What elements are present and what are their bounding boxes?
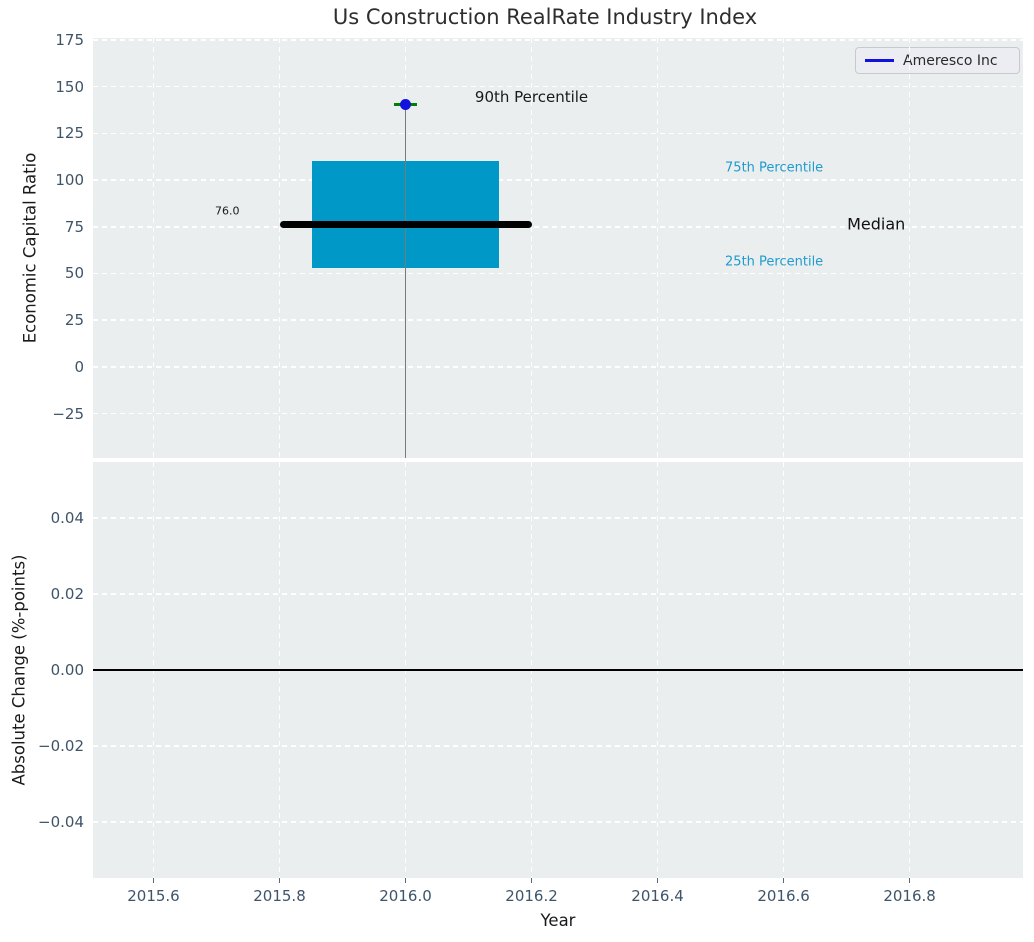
y-tick-label: −0.02 (38, 737, 84, 756)
gridline-horizontal (93, 85, 1023, 88)
boxplot-median-line (279, 221, 532, 229)
gridline-horizontal (93, 745, 1023, 747)
annotation-p25-label: 25th Percentile (725, 254, 824, 270)
top-plot-area (93, 38, 1023, 458)
gridline-horizontal (93, 226, 1023, 228)
gridline-horizontal (93, 366, 1023, 368)
x-tick-mark (530, 878, 533, 883)
gridline-horizontal (93, 319, 1023, 321)
annotation-p75-label: 75th Percentile (725, 160, 824, 176)
gridline-horizontal (93, 272, 1023, 275)
gridline-horizontal (93, 593, 1023, 595)
y-axis-label-bottom: Absolute Change (%-points) (9, 554, 29, 786)
y-tick-label: 175 (55, 31, 84, 50)
gridline-vertical (908, 38, 911, 458)
gridline-horizontal (93, 412, 1023, 415)
gridline-vertical (782, 38, 785, 458)
y-tick-label: 75 (64, 217, 84, 236)
boxplot-whisker (404, 104, 407, 458)
x-tick-label: 2016.4 (631, 887, 684, 905)
gridline-vertical (278, 38, 281, 458)
x-tick-mark (656, 878, 659, 883)
gridline-vertical (152, 38, 155, 458)
x-tick-label: 2016.0 (379, 887, 432, 905)
x-tick-label: 2016.6 (757, 887, 810, 905)
gridline-horizontal (93, 517, 1023, 519)
y-tick-label: 0.00 (50, 661, 84, 679)
y-tick-label: 0.04 (50, 508, 84, 527)
legend-line-icon (865, 59, 894, 62)
x-tick-mark (278, 878, 281, 883)
x-tick-label: 2016.8 (883, 887, 936, 905)
gridline-vertical (656, 38, 659, 458)
x-tick-label: 2015.8 (253, 887, 306, 905)
y-tick-label: 25 (64, 311, 84, 330)
gridline-horizontal (93, 179, 1023, 181)
annotation-median-value: 76.0 (214, 204, 240, 218)
x-axis-label: Year (540, 911, 576, 930)
x-tick-label: 2016.2 (505, 887, 558, 905)
x-tick-mark (152, 878, 155, 883)
boxplot-p90-marker (400, 98, 412, 110)
x-tick-mark (782, 878, 785, 883)
y-axis-label-top: Economic Capital Ratio (20, 152, 40, 344)
zero-line (93, 669, 1023, 671)
y-tick-label: 0 (74, 357, 84, 376)
y-tick-label: 50 (64, 264, 84, 283)
x-tick-mark (908, 878, 911, 883)
gridline-vertical (530, 38, 533, 458)
y-tick-label: 0.02 (50, 584, 84, 603)
y-tick-label: 100 (55, 171, 84, 190)
legend-label: Ameresco Inc (903, 52, 998, 69)
gridline-horizontal (93, 132, 1023, 135)
gridline-horizontal (93, 39, 1023, 41)
x-tick-mark (404, 878, 407, 883)
x-tick-label: 2015.6 (127, 887, 180, 905)
y-tick-label: −25 (52, 404, 84, 423)
annotation-median-label: Median (847, 214, 906, 234)
y-tick-label: −0.04 (38, 813, 84, 832)
legend: Ameresco Inc (855, 47, 1020, 74)
annotation-p90-label: 90th Percentile (474, 88, 589, 106)
y-tick-label: 125 (55, 124, 84, 143)
gridline-horizontal (93, 821, 1023, 823)
chart-title: Us Construction RealRate Industry Index (332, 5, 758, 29)
y-tick-label: 150 (55, 77, 84, 96)
